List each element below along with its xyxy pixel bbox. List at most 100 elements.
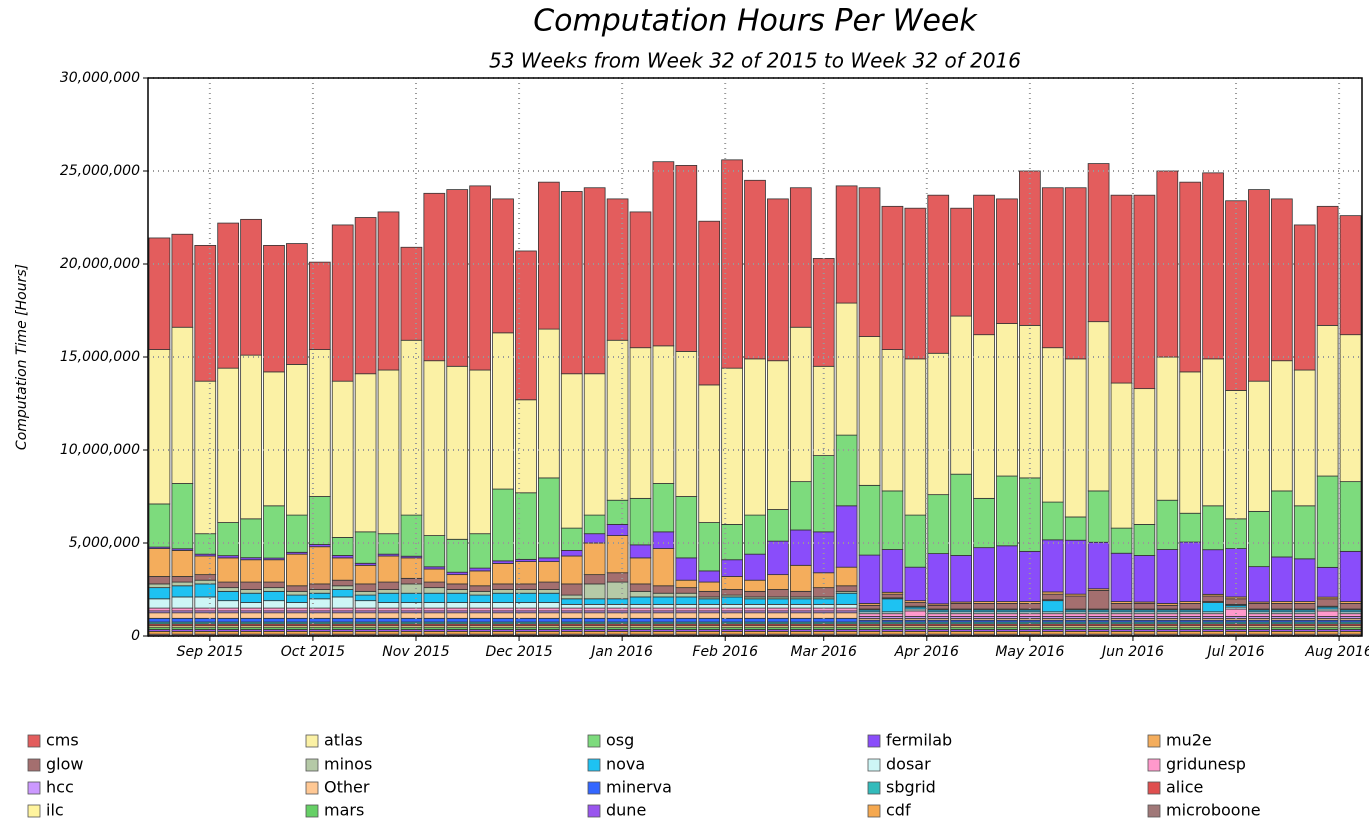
bar-segment [286, 243, 308, 365]
bar-segment [446, 630, 469, 635]
bar-segment [515, 589, 537, 594]
bar-segment [400, 557, 423, 579]
bar-segment [1316, 566, 1339, 598]
bar-segment [354, 583, 377, 592]
bar-segment [423, 612, 446, 619]
bar-segment [1087, 541, 1110, 590]
bar-segment [652, 596, 675, 605]
bar-segment [423, 592, 446, 603]
bar-segment [1248, 603, 1270, 610]
bar-segment [377, 630, 400, 635]
bar-segment [606, 617, 629, 623]
bar-segment [1248, 380, 1270, 512]
plot-frame [147, 77, 1363, 637]
bar-segment [629, 557, 652, 585]
bar-segment [675, 630, 698, 635]
bar-segment [675, 607, 698, 612]
bar-segment [469, 570, 491, 587]
bar-segment [767, 589, 789, 598]
legend-label: atlas [324, 731, 363, 750]
bar-segment [973, 603, 995, 610]
bar-segment [286, 594, 308, 603]
bar-segment [675, 612, 698, 619]
bar-segment [446, 589, 469, 594]
bar-segment [194, 607, 217, 612]
bar-segment [492, 612, 514, 619]
bar-segment [744, 603, 766, 609]
bar-segment [1293, 613, 1316, 617]
bar-segment [148, 503, 171, 548]
bar-segment [263, 559, 285, 583]
bar-segment [1270, 613, 1293, 617]
bar-segment [148, 598, 171, 609]
bar-segment [1041, 501, 1064, 541]
bar-segment [698, 522, 721, 572]
x-tick-label: Oct 2015 [281, 644, 345, 660]
bar-segment [469, 185, 491, 371]
bar-segment [537, 617, 560, 623]
bar-segment [400, 246, 423, 341]
bar-segment [583, 187, 606, 375]
bar-segment [240, 218, 262, 356]
bar-segment [492, 488, 514, 562]
bar-segment [881, 613, 904, 617]
bar-segment [446, 574, 469, 585]
bar-segment [1225, 390, 1247, 520]
bar-segment [263, 617, 285, 623]
bar-segment [423, 535, 446, 568]
bar-segment [1041, 347, 1064, 503]
bar-segment [1316, 630, 1339, 635]
bar-segment [1248, 630, 1270, 635]
legend-label: cms [46, 731, 79, 750]
bar-segment [148, 607, 171, 612]
bar-segment [263, 505, 285, 559]
legend-swatch [27, 804, 41, 818]
legend-label: mars [324, 801, 364, 820]
bar-segment [1202, 358, 1224, 507]
bar-segment [560, 617, 583, 623]
bar-segment [377, 211, 400, 371]
bar-segment [927, 553, 950, 605]
bar-segment [904, 207, 927, 360]
bar-segment [606, 603, 629, 609]
bar-segment [652, 548, 675, 587]
bar-segment [560, 594, 583, 600]
bar-segment [927, 604, 950, 610]
bar-segment [537, 602, 560, 609]
bar-segment [217, 367, 240, 523]
bar-segment [1293, 224, 1316, 371]
bar-segment [148, 617, 171, 623]
bar-segment [492, 589, 514, 594]
bar-segment [560, 550, 583, 557]
bar-segment [1064, 613, 1087, 617]
y-tick-label: 0 [131, 628, 140, 644]
bar-segment [537, 561, 560, 583]
bar-segment [652, 345, 675, 484]
y-tick-label: 10,000,000 [60, 442, 140, 458]
bar-segment [812, 258, 835, 367]
bar-segment [560, 612, 583, 619]
bar-segment [583, 533, 606, 544]
bar-segment [583, 583, 606, 600]
bar-segment [400, 339, 423, 516]
bar-segment [835, 566, 858, 587]
bar-segment [171, 596, 194, 609]
bar-segment [469, 602, 491, 609]
bar-segment [446, 607, 469, 612]
bar-segment [904, 358, 927, 516]
bar-segment [1133, 555, 1156, 603]
legend-swatch [867, 804, 881, 818]
bar-segment [652, 483, 675, 533]
bar-segment [675, 351, 698, 497]
bar-segment [789, 187, 812, 328]
bar-segment [286, 617, 308, 623]
bar-segment [1179, 603, 1202, 610]
bar-segment [927, 352, 950, 496]
bar-segment [675, 592, 698, 598]
bar-segment [652, 617, 675, 623]
bar-segment [1087, 163, 1110, 323]
bar-segment [1248, 613, 1270, 617]
bar-segment [194, 583, 217, 598]
legend-swatch [27, 781, 41, 795]
bar-segment [767, 198, 789, 362]
